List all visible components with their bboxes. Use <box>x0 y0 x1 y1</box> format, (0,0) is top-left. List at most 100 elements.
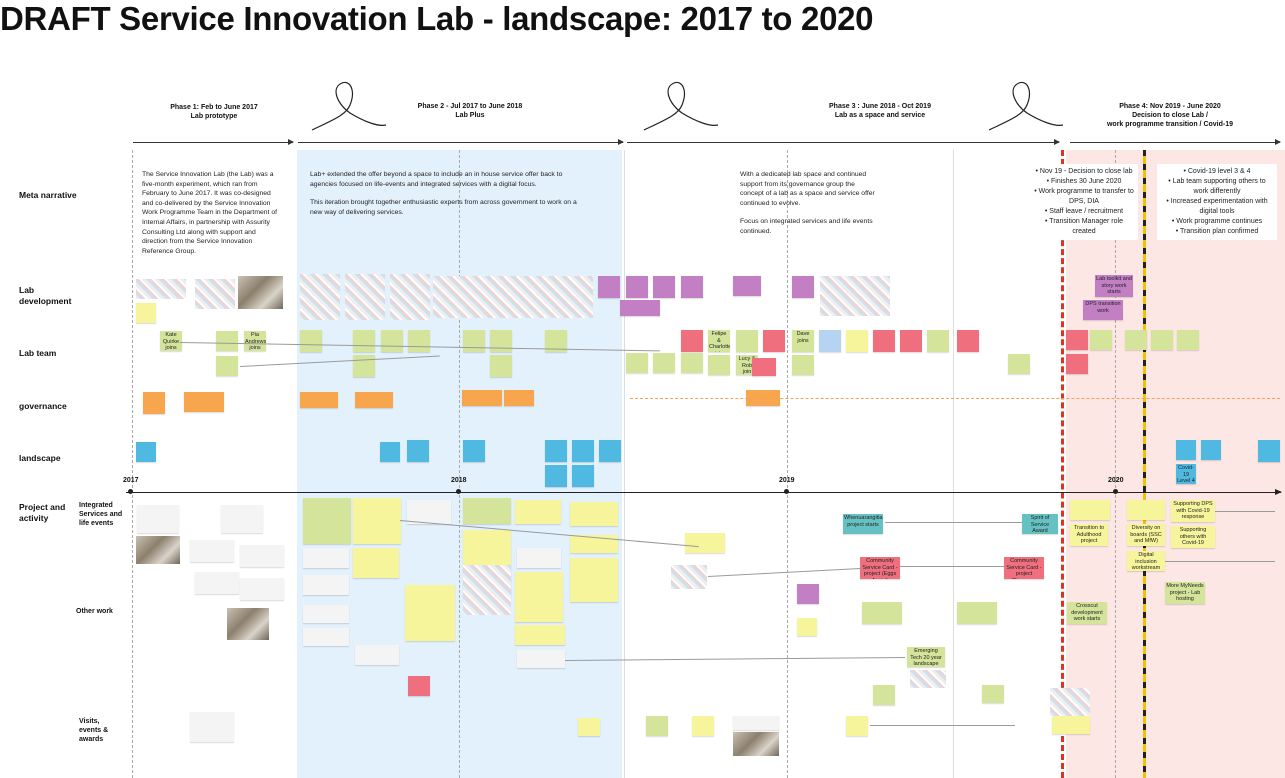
phase-2-header: Phase 2 - Jul 2017 to June 2018 Lab Plus <box>395 102 545 120</box>
project-myneeds: More MyNeeds project - Lab hosting <box>1165 582 1205 604</box>
sticky-note <box>653 276 675 298</box>
phase-4-header: Phase 4: Nov 2019 - June 2020 Decision t… <box>1090 102 1250 129</box>
sublabel-visits: Visits, events & awards <box>79 718 109 743</box>
project-card <box>355 645 399 665</box>
bullet: Transition Manager role created <box>1034 217 1134 237</box>
project-sticky <box>957 602 997 624</box>
connector-line <box>1165 561 1275 562</box>
phase-4-title: Phase 4: Nov 2019 - June 2020 <box>1119 103 1221 110</box>
project-sticky <box>408 676 430 696</box>
project-sticky <box>515 625 565 645</box>
narrative-phase-4b: Covid-19 level 3 & 4 Lab team supporting… <box>1157 164 1277 240</box>
team-sticky <box>353 330 375 352</box>
divider <box>459 150 460 778</box>
page-title: DRAFT Service Innovation Lab - landscape… <box>0 0 874 37</box>
phase-2-sub: Lab Plus <box>455 112 485 119</box>
connector-line <box>885 522 1022 523</box>
project-card <box>195 572 239 594</box>
divider <box>624 150 625 778</box>
project-covid-dps: Supporting DPS with Covid-19 response <box>1171 500 1215 522</box>
project-sticky <box>685 533 725 553</box>
project-sticky <box>982 685 1004 703</box>
project-csc-2: Community Service Card - project (Discov… <box>1004 557 1044 579</box>
phase-1-sub: Lab prototype <box>190 113 238 120</box>
project-card <box>517 548 561 568</box>
sticky-note <box>136 303 156 323</box>
row-label-labteam: Lab team <box>19 348 57 358</box>
narrative-phase-3a: With a dedicated lab space and continued… <box>740 171 875 207</box>
phase-4-arrow <box>1070 139 1281 145</box>
bullet: Work programme to transfer to DPS, DIA <box>1034 187 1134 207</box>
project-diversity-boards: Diversity on boards (SSC and MfW) <box>1127 524 1165 546</box>
landscape-sticky-covid: Covid-19 Level 4 <box>1176 464 1196 484</box>
phase-1-title: Phase 1: Feb to June 2017 <box>170 104 258 111</box>
project-sticky <box>1070 500 1110 520</box>
phase-2-arrow <box>298 139 624 145</box>
team-sticky <box>545 330 567 352</box>
project-card <box>240 545 284 567</box>
gov-sticky <box>143 392 165 414</box>
team-sticky <box>626 353 648 373</box>
divider <box>787 150 788 778</box>
decision-line <box>1061 150 1064 778</box>
landscape-sticky <box>136 442 156 462</box>
gov-sticky <box>184 392 224 412</box>
phase-4-sub: Decision to close Lab / <box>1132 112 1208 119</box>
landscape-sticky <box>380 442 400 462</box>
project-crosscut: Crosscut development work starts <box>1067 602 1107 624</box>
team-sticky <box>1177 330 1199 350</box>
gov-sticky <box>504 390 534 406</box>
team-sticky <box>1066 330 1088 350</box>
project-covid-others: Supporting others with Covid-19 response <box>1171 526 1215 548</box>
team-sticky <box>490 330 512 352</box>
covid-line <box>1143 150 1146 778</box>
project-spirit-award: Spirit of Service Award Whenuarangitia <box>1022 514 1058 534</box>
landscape-sticky <box>599 440 621 462</box>
year-label: 2018 <box>451 477 467 484</box>
team-sticky <box>736 330 758 352</box>
connector-line <box>870 725 1015 726</box>
team-sticky: Pia Andrews joins <box>244 331 266 351</box>
visit-card <box>190 712 234 742</box>
project-csc-1: Community Service Card - project (Eggs A… <box>860 557 900 579</box>
team-sticky <box>1090 330 1112 350</box>
connector-line <box>900 566 1004 567</box>
narrative-phase-1: The Service Innovation Lab (the Lab) was… <box>142 171 277 255</box>
bullet: Staff leave / recruitment <box>1034 207 1134 217</box>
team-sticky <box>819 330 841 352</box>
project-card <box>303 575 349 595</box>
team-sticky <box>927 330 949 352</box>
project-image <box>1050 688 1090 716</box>
connector-line <box>1215 511 1275 512</box>
sticky-note <box>733 276 761 296</box>
landscape-sticky <box>572 440 594 462</box>
project-sticky <box>1127 500 1165 520</box>
bullet: Nov 19 - Decision to close lab <box>1034 167 1134 177</box>
project-whenuarangitia: Whenuarangitia project starts <box>843 514 883 534</box>
gov-sticky <box>300 392 338 408</box>
narrative-phase-2b: This iteration brought together enthusia… <box>310 199 577 216</box>
timeline-tick <box>1113 489 1118 494</box>
phase-1-header: Phase 1: Feb to June 2017 Lab prototype <box>150 103 278 121</box>
bullet: Finishes 30 June 2020 <box>1034 177 1134 187</box>
sticky-note <box>792 276 814 298</box>
visit-photo <box>733 732 779 756</box>
team-sticky <box>681 330 703 352</box>
timeline-tick <box>784 489 789 494</box>
team-sticky <box>957 330 979 352</box>
project-image <box>910 670 946 688</box>
loop-doodle-icon <box>643 81 719 131</box>
project-image <box>671 565 707 589</box>
project-photo <box>227 608 269 640</box>
sticky-note <box>620 300 660 316</box>
team-sticky <box>490 355 512 377</box>
team-sticky <box>900 330 922 352</box>
narrative-phase-2a: Lab+ extended the offer beyond a space t… <box>310 171 563 188</box>
team-sticky: Kate Quirke joins <box>160 331 182 351</box>
loop-doodle-icon <box>311 81 387 131</box>
project-card <box>303 605 349 623</box>
project-card <box>137 505 179 533</box>
gov-sticky <box>462 390 502 406</box>
team-sticky <box>653 353 675 373</box>
loop-doodle-icon <box>988 81 1064 131</box>
